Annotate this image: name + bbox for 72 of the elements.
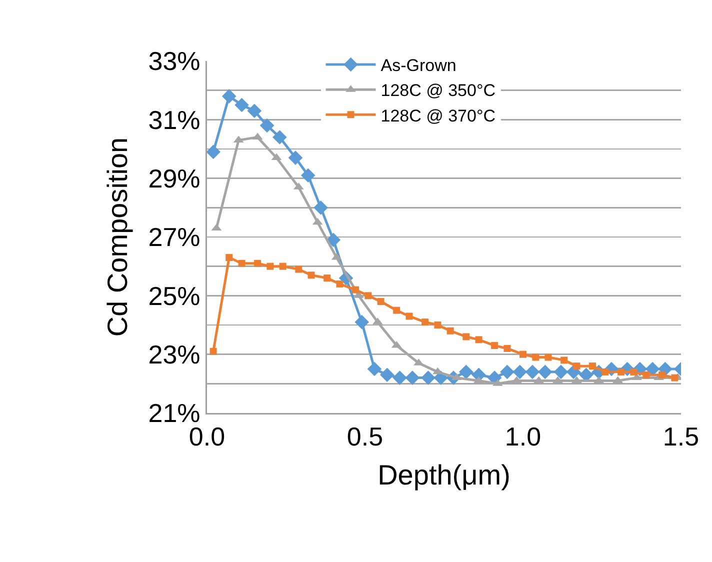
point [364, 292, 372, 300]
legend-label: 128C @ 350°C [380, 81, 496, 100]
point [260, 118, 274, 133]
point [288, 150, 303, 165]
point [210, 348, 217, 355]
x-tick-label: 0.5 [346, 422, 384, 452]
point [238, 260, 246, 267]
x-tick-label: 1.0 [504, 422, 542, 452]
point [352, 286, 360, 294]
point [532, 354, 540, 361]
legend-label: As-Grown [380, 56, 456, 76]
point [300, 168, 316, 183]
point [279, 262, 286, 270]
point [354, 314, 369, 330]
point [393, 306, 400, 314]
point [525, 364, 540, 380]
point [434, 322, 442, 328]
point [314, 200, 328, 215]
point [642, 371, 650, 378]
y-tick-label: 29% [148, 163, 200, 194]
point [645, 362, 660, 376]
point [234, 98, 249, 112]
point [324, 274, 331, 282]
point [458, 364, 474, 380]
point [632, 373, 642, 380]
point [554, 364, 568, 380]
point [207, 144, 220, 160]
point [367, 362, 382, 376]
point [544, 354, 552, 361]
point [422, 318, 429, 326]
point [475, 336, 482, 344]
point [602, 368, 609, 376]
point [254, 260, 262, 267]
y-tick-label: 31% [148, 104, 200, 135]
y-tick-label: 23% [148, 339, 200, 370]
point [560, 356, 568, 364]
point [671, 374, 678, 382]
point [380, 368, 394, 382]
point [504, 344, 511, 352]
point [308, 272, 315, 279]
point [538, 364, 552, 380]
point [226, 254, 233, 262]
y-tick-label: 25% [148, 280, 200, 311]
legend-label: 128C @ 370°C [380, 106, 496, 126]
point [272, 130, 287, 144]
point [630, 368, 638, 376]
point [512, 364, 527, 380]
point [392, 370, 407, 385]
point [295, 266, 302, 273]
point [462, 333, 470, 340]
point [326, 232, 341, 248]
y-tick-label: 27% [148, 222, 200, 252]
point [405, 370, 420, 385]
point [573, 362, 580, 370]
point [658, 371, 666, 378]
point [222, 89, 236, 104]
point [520, 350, 526, 358]
y-tick-label: 33% [148, 46, 200, 76]
point [421, 370, 436, 385]
point [617, 368, 624, 376]
point [266, 262, 274, 270]
point [377, 298, 384, 306]
point [589, 362, 596, 370]
point [500, 364, 514, 380]
x-tick-label: 1.5 [662, 422, 700, 452]
point [336, 280, 344, 288]
x-axis-title: Depth(μm) [378, 460, 510, 491]
point [406, 312, 413, 320]
point [491, 342, 498, 350]
y-axis-title: Cd Composition [102, 137, 134, 337]
point [247, 104, 262, 118]
point [446, 327, 454, 334]
